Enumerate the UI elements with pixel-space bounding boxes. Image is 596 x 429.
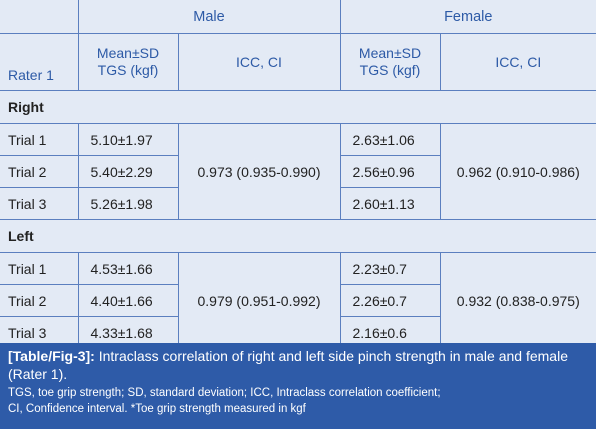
col-header-male-mean: Mean±SD TGS (kgf) [77,33,179,91]
female-mean-cell: 2.63±1.06 [339,123,441,156]
section-label-right: Right [0,90,596,124]
section-label-left: Left [0,219,596,253]
caption-main: [Table/Fig-3]: Intraclass correlation of… [8,347,588,383]
female-mean-cell: 2.56±0.96 [339,155,441,188]
table-row: Trial 3 5.26±1.98 2.60±1.13 [0,187,596,220]
section-row: Left [0,219,596,253]
male-icc-cell: 0.973 (0.935-0.990) [177,123,341,220]
male-mean-cell: 4.40±1.66 [77,284,179,317]
caption-text: Intraclass correlation of right and left… [8,348,568,382]
trial-label: Trial 1 [0,252,79,285]
male-icc-cell: 0.979 (0.951-0.992) [177,252,341,349]
male-mean-cell: 5.10±1.97 [77,123,179,156]
trial-label: Trial 3 [0,187,79,220]
female-icc-cell: 0.962 (0.910-0.986) [439,123,596,220]
col-header-female-mean: Mean±SD TGS (kgf) [339,33,441,91]
caption-footnote-1: TGS, toe grip strength; SD, standard dev… [8,387,441,399]
female-icc-cell: 0.932 (0.838-0.975) [439,252,596,349]
col-header-male-icc: ICC, CI [177,33,341,91]
group-header-female: Female [339,0,596,34]
caption-footnote-2: CI, Confidence interval. *Toe grip stren… [8,403,306,415]
trial-label: Trial 2 [0,155,79,188]
section-row: Right [0,90,596,124]
female-mean-cell: 2.60±1.13 [339,187,441,220]
trial-label: Trial 1 [0,123,79,156]
male-mean-cell: 5.40±2.29 [77,155,179,188]
table-row: Trial 1 4.53±1.66 0.979 (0.951-0.992) 2.… [0,252,596,349]
col-header-rater: Rater 1 [0,33,79,91]
caption-label: [Table/Fig-3]: [8,348,95,364]
group-header-male: Male [77,0,341,34]
figure-caption: [Table/Fig-3]: Intraclass correlation of… [0,343,596,429]
col-header-female-icc: ICC, CI [439,33,596,91]
trial-label: Trial 2 [0,284,79,317]
table-row: Trial 1 5.10±1.97 0.973 (0.935-0.990) 2.… [0,123,596,220]
icc-table: Male Female Rater 1 Mean±SD TGS (kgf) ICC… [0,0,596,349]
female-mean-cell: 2.26±0.7 [339,284,441,317]
male-mean-cell: 4.53±1.66 [77,252,179,285]
female-mean-cell: 2.23±0.7 [339,252,441,285]
header-blank [0,0,79,34]
male-mean-cell: 5.26±1.98 [77,187,179,220]
table-row: Trial 2 4.40±1.66 2.26±0.7 [0,284,596,317]
